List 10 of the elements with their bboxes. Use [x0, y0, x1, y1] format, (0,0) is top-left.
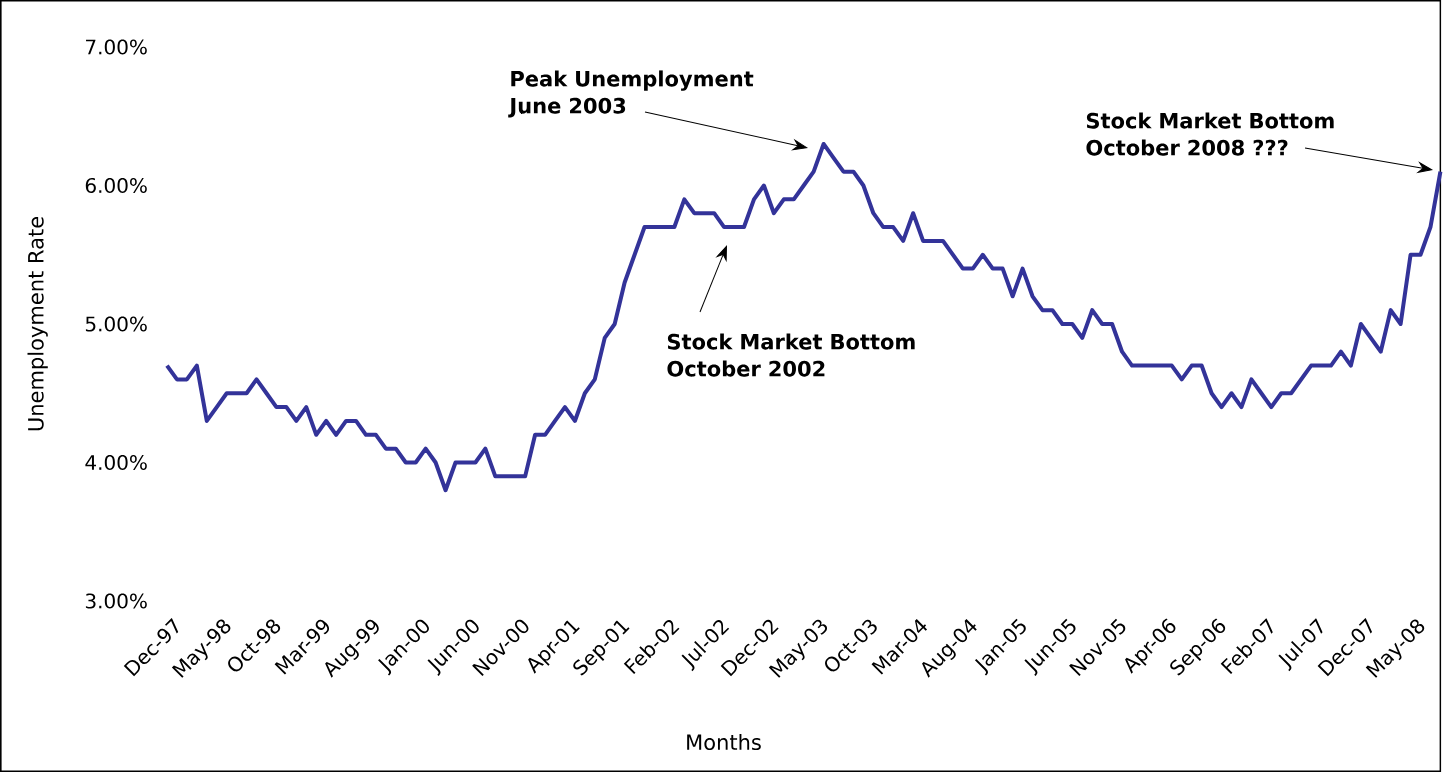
y-tick-label: 5.00%	[85, 316, 147, 332]
annotation: Stock Market Bottom October 2002	[667, 333, 915, 377]
y-axis-title: Unemployment Rate	[27, 216, 48, 431]
y-tick-label: 4.00%	[85, 454, 147, 471]
annotation: Peak Unemployment June 2003	[508, 70, 754, 118]
x-axis-title: Months	[687, 733, 761, 751]
y-tick-label: 3.00%	[85, 593, 147, 609]
annotation: Stock Market Bottom October 2008 ???	[1086, 112, 1334, 156]
y-tick-label: 7.00%	[86, 39, 147, 55]
y-tick-label: 6.00%	[85, 177, 147, 194]
